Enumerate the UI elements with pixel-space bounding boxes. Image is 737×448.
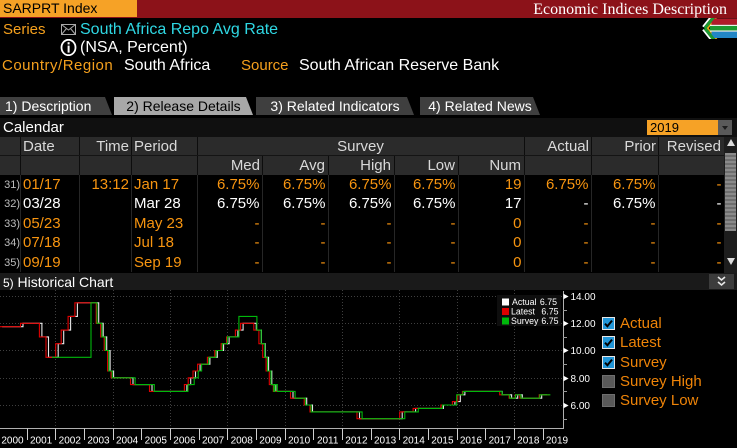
svg-text:6.75: 6.75 [541, 307, 558, 317]
svg-text:2012: 2012 [345, 436, 368, 447]
svg-text:2017: 2017 [489, 436, 512, 447]
svg-text:2018: 2018 [517, 436, 540, 447]
svg-text:6.00: 6.00 [571, 401, 591, 412]
svg-text:Survey: Survey [511, 316, 539, 326]
svg-text:2013: 2013 [374, 436, 397, 447]
svg-text:2007: 2007 [202, 436, 225, 447]
svg-text:2014: 2014 [403, 436, 426, 447]
svg-text:2000: 2000 [1, 436, 24, 447]
svg-text:2009: 2009 [259, 436, 282, 447]
svg-text:Actual: Actual [512, 297, 536, 307]
svg-text:8.00: 8.00 [571, 374, 591, 385]
svg-text:2005: 2005 [145, 436, 168, 447]
svg-text:2002: 2002 [59, 436, 82, 447]
svg-text:6.75: 6.75 [540, 297, 557, 307]
svg-text:2010: 2010 [288, 436, 311, 447]
svg-text:2011: 2011 [317, 436, 339, 447]
svg-text:2015: 2015 [431, 436, 454, 447]
svg-text:2001: 2001 [30, 436, 53, 447]
svg-text:2004: 2004 [116, 436, 139, 447]
svg-text:2006: 2006 [173, 436, 196, 447]
svg-text:2003: 2003 [87, 436, 110, 447]
svg-text:10.00: 10.00 [571, 346, 596, 357]
svg-text:6.75: 6.75 [541, 316, 558, 326]
svg-text:14.00: 14.00 [571, 292, 596, 303]
svg-text:2016: 2016 [460, 436, 483, 447]
svg-text:2008: 2008 [231, 436, 254, 447]
svg-text:2019: 2019 [546, 436, 569, 447]
svg-text:Latest: Latest [511, 307, 536, 317]
svg-text:12.00: 12.00 [571, 319, 596, 330]
